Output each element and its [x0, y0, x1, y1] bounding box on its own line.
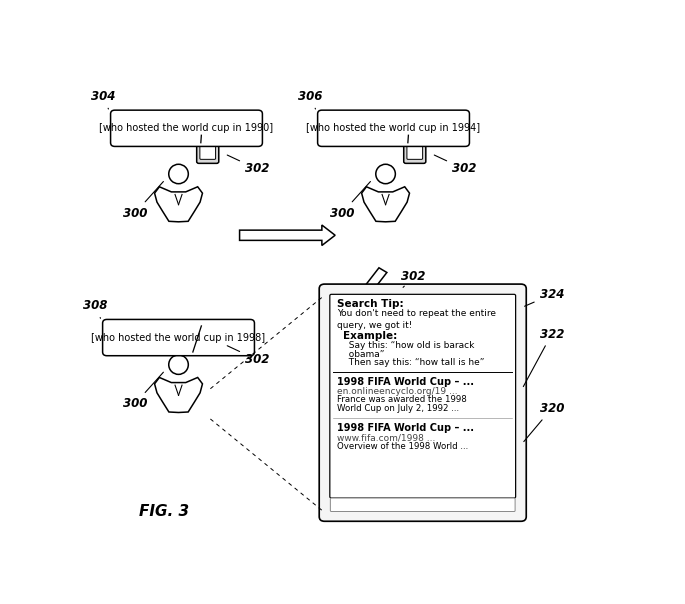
Text: Say this: “how old is barack: Say this: “how old is barack — [343, 341, 475, 350]
Text: Overview of the 1998 World ...: Overview of the 1998 World ... — [337, 442, 468, 451]
Text: 308: 308 — [83, 299, 108, 318]
Text: www.fifa.com/1998 ...: www.fifa.com/1998 ... — [337, 434, 435, 442]
Text: 302: 302 — [227, 345, 269, 366]
Text: [who hosted the world cup in 1990]: [who hosted the world cup in 1990] — [99, 123, 273, 133]
FancyBboxPatch shape — [103, 320, 254, 356]
Text: Then say this: “how tall is he”: Then say this: “how tall is he” — [343, 358, 484, 367]
FancyBboxPatch shape — [318, 110, 469, 146]
Text: 304: 304 — [91, 90, 115, 109]
Text: World Cup on July 2, 1992 ...: World Cup on July 2, 1992 ... — [337, 403, 459, 413]
FancyArrow shape — [240, 225, 335, 245]
FancyBboxPatch shape — [200, 330, 216, 350]
Text: Example:: Example: — [343, 331, 397, 341]
Text: 300: 300 — [123, 182, 164, 220]
FancyBboxPatch shape — [329, 294, 516, 498]
Text: You don't need to repeat the entire
query, we got it!: You don't need to repeat the entire quer… — [337, 309, 496, 330]
FancyBboxPatch shape — [197, 326, 219, 354]
Text: [who hosted the world cup in 1994]: [who hosted the world cup in 1994] — [306, 123, 481, 133]
Text: 324: 324 — [525, 288, 564, 306]
Text: France was awarded the 1998: France was awarded the 1998 — [337, 395, 466, 404]
Text: 1998 FIFA World Cup – ...: 1998 FIFA World Cup – ... — [337, 377, 474, 387]
FancyBboxPatch shape — [319, 284, 526, 521]
FancyBboxPatch shape — [403, 135, 426, 163]
Text: 302: 302 — [227, 155, 269, 176]
FancyArrow shape — [332, 268, 387, 335]
Text: 1998 FIFA World Cup – ...: 1998 FIFA World Cup – ... — [337, 423, 474, 433]
FancyBboxPatch shape — [407, 139, 423, 159]
Text: 302: 302 — [434, 155, 476, 176]
Text: FIG. 3: FIG. 3 — [138, 504, 189, 519]
Text: 300: 300 — [329, 182, 371, 220]
Text: Search Tip:: Search Tip: — [337, 298, 403, 309]
FancyBboxPatch shape — [197, 135, 219, 163]
Text: 306: 306 — [298, 90, 323, 109]
FancyBboxPatch shape — [110, 110, 262, 146]
Text: en.onlineencyclo.org/19 ...: en.onlineencyclo.org/19 ... — [337, 387, 458, 396]
FancyBboxPatch shape — [200, 139, 216, 159]
Text: [who hosted the world cup in 1998]: [who hosted the world cup in 1998] — [92, 333, 266, 342]
Text: 300: 300 — [123, 372, 164, 410]
FancyBboxPatch shape — [330, 498, 515, 512]
Text: obama”: obama” — [343, 350, 384, 359]
Text: 320: 320 — [524, 402, 564, 442]
Text: 302: 302 — [401, 271, 426, 288]
Text: 322: 322 — [523, 327, 564, 387]
